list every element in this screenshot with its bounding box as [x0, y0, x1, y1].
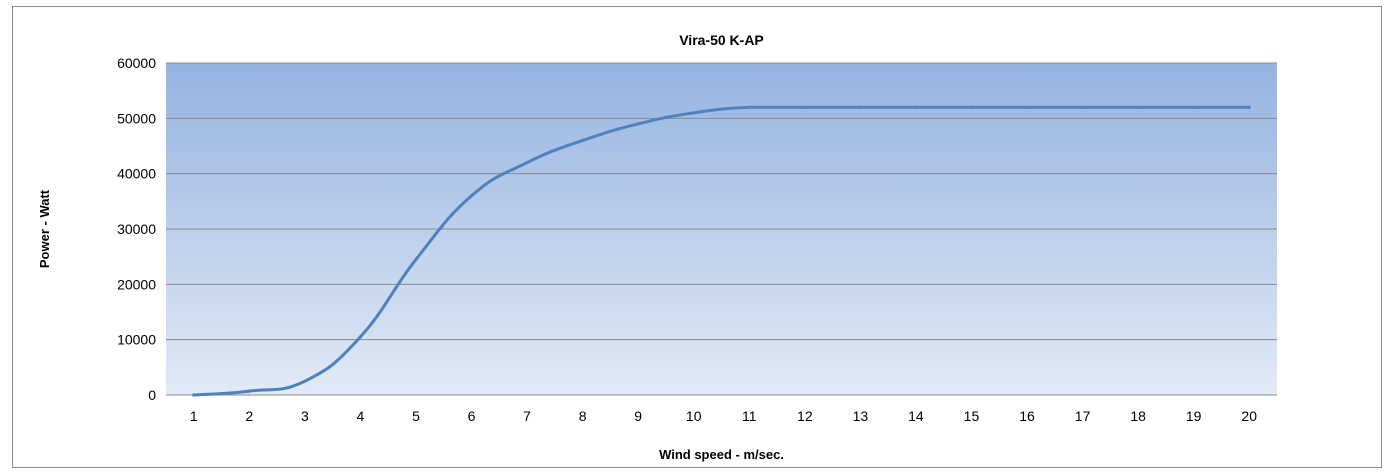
data-point	[803, 105, 807, 109]
data-point	[1136, 105, 1140, 109]
data-point	[303, 379, 307, 383]
x-axis-title: Wind speed - m/sec.	[659, 447, 784, 462]
series-line	[192, 105, 1251, 397]
series-points	[192, 105, 1251, 397]
data-point	[525, 161, 529, 165]
data-point	[192, 393, 196, 397]
data-point	[636, 122, 640, 126]
x-tick-label: 15	[964, 408, 980, 424]
data-point	[1080, 105, 1085, 109]
x-tick-label: 16	[1019, 408, 1035, 424]
x-tick-label: 18	[1130, 408, 1146, 424]
data-point	[858, 105, 862, 109]
x-tick-label: 13	[853, 408, 869, 424]
data-point	[247, 389, 251, 393]
x-tick-label: 7	[523, 408, 531, 424]
data-point	[692, 111, 696, 115]
data-point	[914, 105, 918, 109]
x-axis-ticks: 1 2 3 4 5 6 7 8 9 10 11 12 13 14 15 16 17 18 19 20	[190, 408, 1257, 424]
data-point	[581, 138, 585, 143]
data-point	[969, 105, 974, 109]
data-point	[414, 257, 418, 262]
y-axis-title: Power - Watt	[37, 189, 52, 268]
chart-title: Vira-50 K-AP	[679, 32, 764, 48]
x-tick-label: 3	[301, 408, 309, 424]
y-tick-label: 10000	[117, 332, 156, 348]
y-tick-label: 60000	[117, 55, 156, 71]
data-point	[747, 105, 751, 109]
x-tick-label: 2	[245, 408, 253, 424]
x-tick-label: 9	[634, 408, 642, 424]
data-point	[1247, 105, 1251, 109]
x-tick-label: 12	[797, 408, 813, 424]
y-tick-label: 30000	[117, 221, 156, 237]
y-tick-label: 0	[148, 387, 156, 403]
gridlines	[166, 62, 1277, 396]
x-tick-label: 6	[468, 408, 476, 424]
y-tick-label: 40000	[117, 166, 156, 182]
x-tick-label: 14	[908, 408, 924, 424]
y-tick-label: 20000	[117, 276, 156, 292]
x-tick-label: 17	[1075, 408, 1091, 424]
x-tick-label: 20	[1241, 408, 1257, 424]
y-axis-ticks: 0 10000 20000 30000 40000 50000 60000	[117, 55, 156, 403]
data-point	[358, 335, 363, 339]
x-tick-label: 8	[579, 408, 587, 424]
y-tick-label: 50000	[117, 110, 156, 126]
data-point	[469, 194, 474, 198]
x-tick-label: 4	[357, 408, 365, 424]
x-tick-label: 10	[686, 408, 702, 424]
data-point	[1025, 105, 1029, 109]
x-tick-label: 19	[1186, 408, 1202, 424]
x-tick-label: 11	[742, 408, 757, 424]
data-point	[1192, 105, 1196, 109]
x-tick-label: 5	[412, 408, 420, 424]
x-tick-label: 1	[190, 408, 198, 424]
